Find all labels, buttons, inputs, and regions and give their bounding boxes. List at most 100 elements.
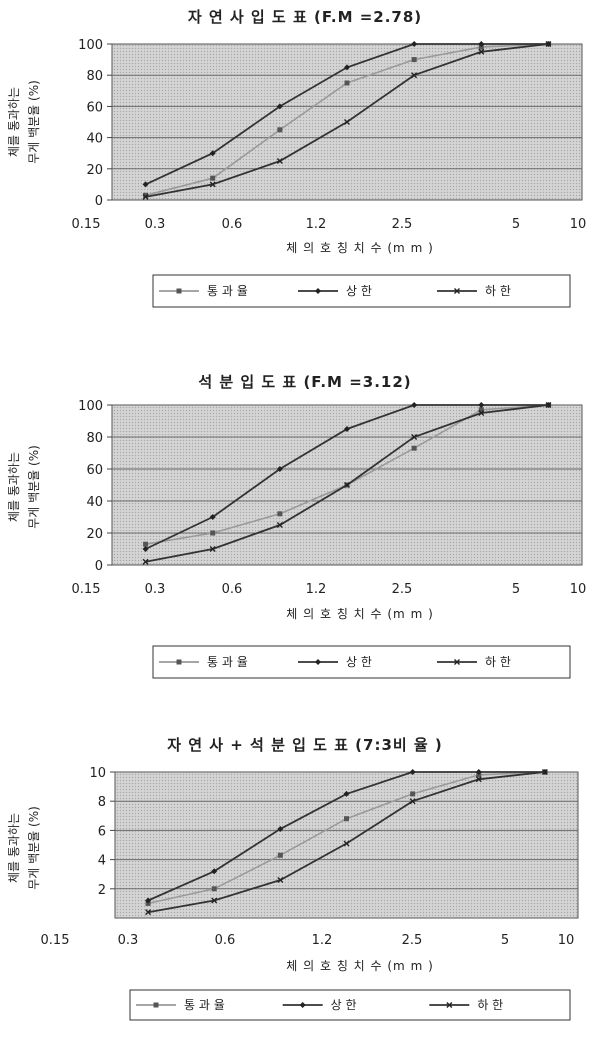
y-axis-label-line: 체를 통과하는 (7, 813, 21, 883)
chart-natural-sand: 자 연 사 입 도 표 (F.M =2.78) 0 20 40 60 80 100 0.15 0… (7, 8, 587, 308)
legend-marker (315, 288, 321, 294)
data-point (142, 193, 149, 200)
data-point (478, 407, 484, 413)
data-point (478, 410, 485, 416)
legend-box (129, 989, 571, 1021)
y-axis-label-line: 무게 백분율 (%) (27, 80, 41, 164)
x-tick-label: 5 (512, 582, 520, 597)
x-tick-label: 1.2 (306, 217, 327, 232)
x-tick-label: 0.3 (145, 582, 166, 597)
legend-label: 통 과 율 (207, 655, 248, 669)
x-tick-label: 0.3 (145, 217, 166, 232)
data-point (409, 769, 416, 775)
y-tick-label: 40 (86, 495, 103, 510)
y-tick-label: 20 (86, 163, 103, 178)
data-point (209, 181, 216, 188)
data-point (277, 825, 284, 832)
legend-marker (153, 1002, 159, 1008)
data-point (344, 119, 350, 125)
y-axis-label-line: 체를 통과하는 (7, 452, 21, 522)
data-point (478, 48, 485, 55)
legend-label: 하 한 (485, 284, 511, 298)
data-point (343, 840, 350, 847)
x-axis-label: 체 의 호 칭 치 수 (m m ) (286, 607, 434, 621)
x-tick-label: 0.6 (222, 582, 243, 597)
x-tick-label: 0.15 (72, 217, 101, 232)
legend-marker (315, 659, 321, 665)
data-point (411, 41, 418, 47)
data-point (277, 852, 283, 858)
x-tick-label: 0.6 (222, 217, 243, 232)
legend-marker (176, 288, 182, 294)
y-axis-label: 체를 통과하는 무게 백분율 (%) (7, 80, 41, 164)
data-point (145, 897, 152, 904)
legend-marker (454, 659, 460, 665)
chart-title: 자 연 사 + 석 분 입 도 표 (7:3비 율 ) (167, 736, 443, 754)
data-point (410, 791, 416, 797)
data-point (344, 80, 350, 86)
data-point (209, 150, 216, 157)
x-axis-label: 체 의 호 칭 치 수 (m m ) (286, 241, 434, 255)
y-tick-label: 100 (78, 399, 103, 414)
data-point (411, 445, 417, 451)
y-tick-label: 100 (78, 38, 103, 53)
legend-box (152, 274, 571, 308)
data-point (277, 511, 283, 517)
x-tick-label: 5 (501, 933, 509, 948)
data-point (277, 877, 284, 884)
y-tick-label: 80 (86, 69, 103, 84)
chart-title: 자 연 사 입 도 표 (F.M =2.78) (188, 8, 422, 26)
x-tick-label: 0.3 (118, 933, 139, 948)
y-tick-label: 0 (95, 194, 103, 209)
data-point (211, 897, 218, 904)
data-point (143, 541, 149, 547)
data-point (209, 546, 216, 552)
data-point (276, 522, 283, 528)
data-point (411, 434, 418, 440)
y-tick-label: 60 (86, 100, 103, 115)
data-point (478, 44, 484, 50)
data-point (143, 192, 149, 198)
legend-marker (454, 288, 460, 294)
y-tick-label: 0 (95, 559, 103, 574)
legend-box (152, 645, 571, 679)
data-point (277, 127, 283, 133)
data-point (142, 558, 149, 565)
data-point (411, 57, 417, 63)
data-point (478, 41, 485, 47)
data-point (545, 402, 552, 408)
y-tick-label: 8 (98, 795, 106, 810)
x-tick-label: 1.2 (312, 933, 333, 948)
y-tick-label: 2 (98, 883, 106, 898)
data-point (541, 769, 548, 775)
legend-label: 하 한 (477, 998, 503, 1012)
data-point (276, 158, 283, 164)
chart-title: 석 분 입 도 표 (F.M =3.12) (198, 373, 411, 391)
data-point (344, 816, 349, 822)
data-point (210, 530, 216, 536)
legend-label: 상 한 (346, 655, 372, 669)
x-tick-label: 10 (570, 217, 587, 232)
y-axis-label-line: 체를 통과하는 (7, 87, 21, 157)
chart-mixed: 자 연 사 + 석 분 입 도 표 (7:3비 율 ) 2 4 6 8 10 0.15 0.3… (7, 736, 579, 1021)
data-point (211, 868, 218, 875)
data-point (545, 41, 552, 47)
y-tick-label: 4 (98, 854, 106, 869)
data-point (145, 909, 152, 916)
legend-label: 상 한 (331, 998, 357, 1012)
data-point (211, 886, 217, 892)
x-tick-label: 2.5 (392, 217, 413, 232)
y-tick-label: 80 (86, 431, 103, 446)
data-point (411, 402, 418, 408)
y-tick-label: 60 (86, 463, 103, 478)
data-point (209, 514, 216, 520)
data-point (210, 175, 216, 181)
y-axis-label: 체를 통과하는 무게 백분율 (%) (7, 806, 41, 890)
data-point (142, 181, 149, 188)
legend-label: 통 과 율 (184, 998, 225, 1012)
x-tick-label: 10 (558, 933, 575, 948)
data-point (478, 402, 485, 408)
x-tick-label: 0.15 (41, 933, 70, 948)
legend-marker (446, 1002, 453, 1008)
y-axis-label: 체를 통과하는 무게 백분율 (%) (7, 445, 41, 529)
